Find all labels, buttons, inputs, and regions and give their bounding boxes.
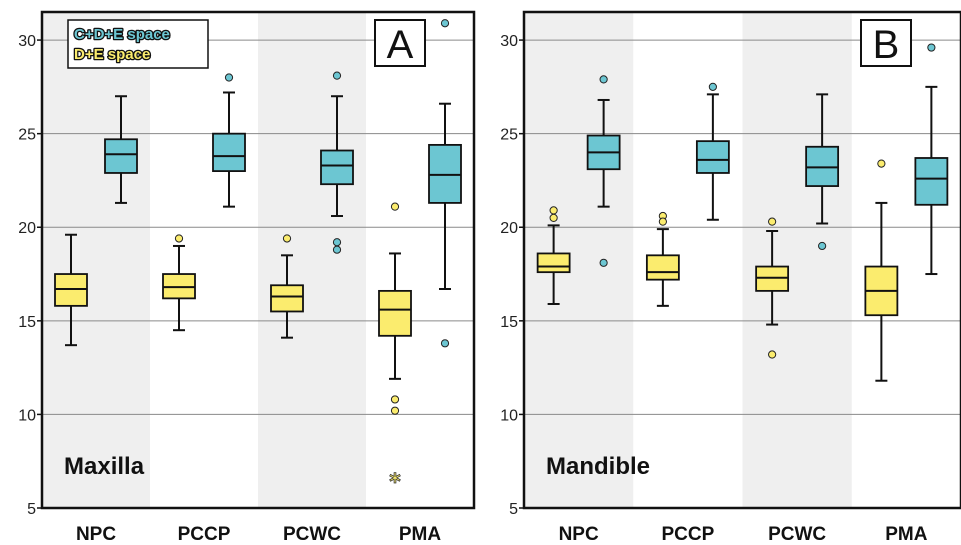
outlier-point xyxy=(332,238,342,247)
outlier-point xyxy=(599,75,608,84)
box-cde-pcwc xyxy=(320,71,354,254)
outlier-point xyxy=(708,82,717,91)
x-category-label: PMA xyxy=(399,524,442,545)
box-iqr xyxy=(645,254,680,281)
y-tick-label: 25 xyxy=(500,127,518,144)
legend-box xyxy=(67,19,209,69)
box-de-pccp xyxy=(162,234,196,332)
panel-letter: B xyxy=(873,23,900,67)
category-stripe xyxy=(258,12,366,508)
outlier-point xyxy=(768,350,777,359)
y-tick-label: 20 xyxy=(500,220,518,237)
box-cde-pccp xyxy=(695,82,730,221)
outlier-point xyxy=(440,19,450,28)
y-tick-label: 5 xyxy=(27,501,36,518)
y-tick-label: 5 xyxy=(509,501,518,518)
outlier-point xyxy=(390,406,400,415)
box-de-npc xyxy=(54,233,88,347)
box-iqr xyxy=(104,138,138,174)
box-de-pma: * xyxy=(378,202,412,495)
box-de-pcwc xyxy=(270,234,304,339)
outlier-point xyxy=(390,202,400,211)
box-iqr xyxy=(695,140,730,174)
box-iqr xyxy=(378,289,412,337)
box-cde-pccp xyxy=(212,73,246,208)
y-tick-label: 15 xyxy=(500,314,518,331)
box-de-pcwc xyxy=(755,217,790,359)
panel-letter-box xyxy=(860,19,912,67)
x-category-label: PCCP xyxy=(178,524,231,545)
box-de-npc xyxy=(536,206,571,305)
outlier-point xyxy=(390,395,400,404)
box-cde-pma xyxy=(428,19,462,348)
legend-entry: D+E space xyxy=(74,46,150,63)
panel-mandible: 5 10 15 20 25 30 NPC PCCP PCWC PMA B Mandible xyxy=(500,10,961,545)
box-iqr xyxy=(914,157,949,206)
category-stripe xyxy=(42,12,150,508)
box-cde-pma xyxy=(914,43,949,276)
x-category-label: PCWC xyxy=(768,524,826,545)
panel-frame xyxy=(40,10,476,510)
y-tick-label: 30 xyxy=(18,33,36,50)
outlier-point xyxy=(332,71,342,80)
box-cde-npc xyxy=(104,95,138,204)
box-iqr xyxy=(320,149,354,186)
x-category-label: PMA xyxy=(885,524,928,545)
y-tick-label: 30 xyxy=(500,33,518,50)
box-cde-pcwc xyxy=(805,93,840,251)
outlier-point xyxy=(818,241,827,251)
box-de-pccp xyxy=(645,211,680,307)
outlier-point xyxy=(174,234,184,243)
y-tick-label: 20 xyxy=(18,220,36,237)
panel-letter: A xyxy=(387,23,414,67)
panel-maxilla: 5 10 15 20 25 30 * NPC PCCP PCWC PMA A Maxilla C+D+E … xyxy=(18,10,476,545)
x-category-label: NPC xyxy=(559,524,599,545)
outlier-point xyxy=(440,339,450,348)
category-stripe xyxy=(742,12,852,508)
x-category-label: NPC xyxy=(76,524,116,545)
x-category-label: PCWC xyxy=(283,524,341,545)
extreme-point: * xyxy=(389,470,401,495)
panel-label: Mandible xyxy=(546,453,650,480)
outlier-point xyxy=(282,234,292,243)
legend-entry: C+D+E space xyxy=(74,26,170,43)
x-category-label: PCCP xyxy=(661,524,714,545)
box-iqr xyxy=(270,284,304,313)
box-de-pma xyxy=(864,159,899,382)
outlier-point xyxy=(599,258,608,267)
box-iqr xyxy=(212,132,246,172)
panel-frame xyxy=(522,10,961,510)
y-tick-label: 10 xyxy=(18,407,36,424)
y-tick-label: 25 xyxy=(18,127,36,144)
outlier-point xyxy=(877,159,886,168)
outlier-point xyxy=(549,213,558,222)
outlier-point xyxy=(332,245,342,254)
box-iqr xyxy=(536,252,571,274)
y-tick-label: 10 xyxy=(500,407,518,424)
box-cde-npc xyxy=(586,75,621,267)
y-tick-label: 15 xyxy=(18,314,36,331)
outlier-point xyxy=(224,73,234,82)
outlier-point xyxy=(549,206,558,215)
outlier-point xyxy=(658,217,667,226)
outlier-point xyxy=(768,217,777,226)
panel-label: Maxilla xyxy=(64,453,145,480)
outlier-point xyxy=(927,43,936,52)
panel-letter-box xyxy=(374,19,426,67)
